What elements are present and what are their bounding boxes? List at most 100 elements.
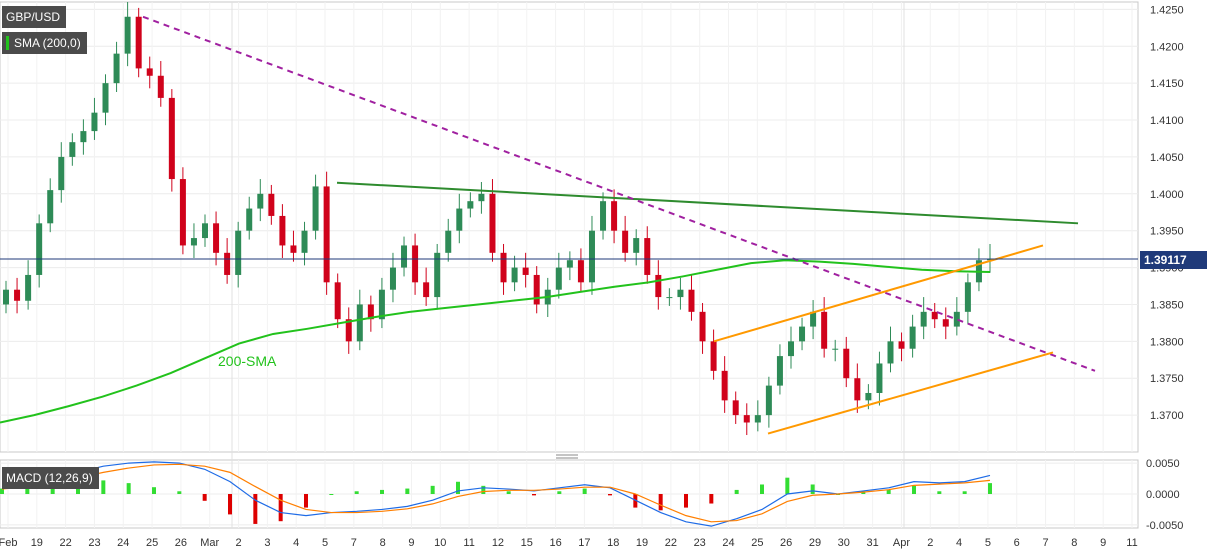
candle-up bbox=[799, 326, 806, 342]
macd-histogram-bar bbox=[810, 484, 815, 494]
macd-histogram-bar bbox=[25, 485, 30, 494]
x-tick-label: 6 bbox=[1014, 537, 1020, 549]
candle-down bbox=[423, 282, 430, 298]
candle-up bbox=[69, 142, 76, 157]
macd-histogram-bar bbox=[253, 494, 258, 524]
candle-up bbox=[401, 245, 408, 268]
candle-up bbox=[909, 326, 916, 349]
macd-histogram-bar bbox=[177, 491, 182, 494]
macd-line bbox=[1, 461, 991, 527]
x-tick-label: 19 bbox=[31, 537, 43, 549]
macd-histogram-bar bbox=[380, 489, 384, 494]
candle-up bbox=[190, 238, 197, 246]
x-tick-label: 12 bbox=[492, 537, 504, 549]
macd-histogram-bar bbox=[962, 491, 967, 494]
sma-annotation: 200-SMA bbox=[218, 353, 277, 369]
chart-grid bbox=[0, 1, 1139, 529]
candle-up bbox=[511, 267, 518, 283]
candle-up bbox=[677, 289, 684, 298]
y-tick-label: 1.3950 bbox=[1150, 226, 1184, 238]
x-tick-label: 4 bbox=[956, 537, 962, 549]
x-tick-label: 8 bbox=[380, 537, 386, 549]
macd-histogram-bar bbox=[481, 485, 486, 494]
macd-histogram-bar bbox=[912, 485, 916, 494]
candle-up bbox=[445, 230, 452, 253]
candle-down bbox=[224, 252, 231, 275]
candle-down bbox=[644, 238, 651, 275]
candle-down bbox=[345, 319, 352, 342]
candle-up bbox=[36, 223, 43, 275]
macd-histogram-bar bbox=[734, 489, 739, 494]
candle-up bbox=[566, 260, 573, 268]
macd-histogram-bar bbox=[709, 494, 714, 504]
macd-histogram-bar bbox=[354, 491, 359, 494]
candle-up bbox=[555, 267, 562, 290]
candle-down bbox=[710, 341, 717, 371]
macd-histogram-bar bbox=[658, 494, 663, 511]
macd-histogram-bar bbox=[304, 494, 308, 508]
macd-histogram-bar bbox=[886, 489, 891, 494]
sma-indicator-badge[interactable]: SMA (200,0) bbox=[2, 32, 87, 54]
macd-y-tick-label: -0.0050 bbox=[1146, 520, 1183, 532]
x-tick-label: 17 bbox=[578, 537, 590, 549]
candle-down bbox=[732, 400, 739, 416]
candle-up bbox=[876, 363, 883, 393]
x-tick-label: 22 bbox=[665, 537, 677, 549]
candle-up bbox=[865, 392, 872, 401]
candle-down bbox=[290, 245, 297, 253]
x-tick-label: 11 bbox=[1126, 537, 1137, 549]
candle-down bbox=[14, 289, 21, 301]
macd-histogram-bar bbox=[557, 491, 562, 494]
candle-up bbox=[964, 282, 971, 312]
x-tick-label: 30 bbox=[838, 537, 850, 549]
macd-histogram-bar bbox=[202, 494, 207, 501]
x-tick-label: 7 bbox=[1042, 537, 1048, 549]
price-panel[interactable] bbox=[0, 2, 1138, 436]
candle-down bbox=[898, 341, 905, 349]
x-tick-label: 4 bbox=[293, 537, 299, 549]
x-tick-label: 19 bbox=[636, 537, 648, 549]
x-tick-label: 5 bbox=[322, 537, 328, 549]
candle-up bbox=[301, 230, 308, 253]
candle-down bbox=[699, 311, 706, 342]
price-frame bbox=[0, 1, 1139, 453]
candle-down bbox=[500, 252, 507, 283]
candle-up bbox=[3, 289, 9, 305]
y-tick-label: 1.4100 bbox=[1150, 115, 1184, 127]
x-tick-label: 26 bbox=[175, 537, 187, 549]
resistance-line bbox=[336, 181, 1079, 225]
x-tick-label: 3 bbox=[264, 537, 270, 549]
macd-indicator-label: MACD (12,26,9) bbox=[6, 471, 93, 485]
macd-histogram-bar bbox=[101, 480, 106, 494]
sma-indicator-label: SMA (200,0) bbox=[14, 36, 81, 50]
candle-down bbox=[323, 186, 330, 283]
macd-indicator-badge[interactable]: MACD (12,26,9) bbox=[2, 467, 99, 489]
x-tick-label: 8 bbox=[1071, 537, 1077, 549]
channel-upper-line bbox=[713, 244, 1044, 343]
candle-up bbox=[600, 201, 607, 231]
x-tick-label: 9 bbox=[408, 537, 414, 549]
axis-labels: 1.37001.37501.38001.38501.39001.39501.40… bbox=[0, 4, 1184, 549]
candle-up bbox=[467, 201, 474, 209]
x-tick-label: 26 bbox=[780, 537, 792, 549]
macd-histogram-bar bbox=[126, 483, 131, 494]
macd-histogram-bar bbox=[506, 491, 511, 494]
candle-down bbox=[412, 245, 419, 283]
candle-down bbox=[157, 75, 164, 98]
macd-histogram-bar bbox=[430, 485, 435, 494]
macd-histogram-bar bbox=[532, 494, 536, 496]
macd-panel[interactable] bbox=[0, 461, 992, 527]
x-tick-label: 7 bbox=[351, 537, 357, 549]
macd-histogram-bar bbox=[278, 494, 283, 522]
x-tick-label: 15 bbox=[521, 537, 533, 549]
current-price-tag: 1.39117 bbox=[1140, 251, 1207, 269]
symbol-badge[interactable]: GBP/USD bbox=[2, 6, 67, 28]
y-tick-label: 1.4200 bbox=[1150, 41, 1184, 53]
candle-down bbox=[168, 97, 175, 180]
macd-histogram-bar bbox=[582, 488, 587, 494]
channel-lower-line bbox=[767, 351, 1054, 435]
candle-up bbox=[754, 415, 761, 423]
macd-histogram-bar bbox=[608, 494, 612, 496]
candle-up bbox=[832, 348, 839, 350]
